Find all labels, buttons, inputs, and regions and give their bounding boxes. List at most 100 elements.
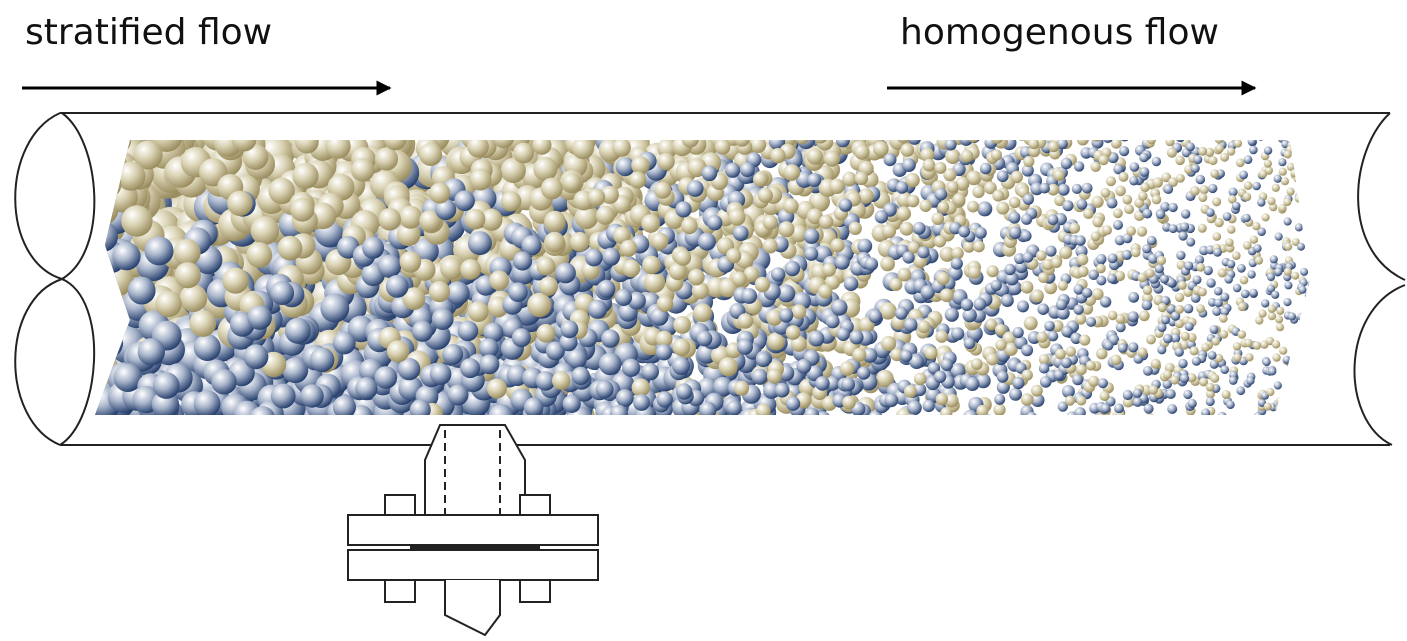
bubble <box>1142 300 1153 311</box>
bubble <box>1210 374 1219 383</box>
bubble <box>399 206 422 229</box>
bubble <box>1229 376 1238 385</box>
bubble <box>976 405 988 417</box>
bubble <box>973 241 985 253</box>
bubble <box>1236 386 1245 395</box>
bubble <box>672 357 690 375</box>
bubble <box>1308 218 1316 226</box>
bubble <box>410 399 431 420</box>
bubble <box>194 334 221 361</box>
bubble <box>1066 346 1076 356</box>
bubble <box>997 371 1009 383</box>
bubble <box>1107 198 1118 209</box>
bubble <box>596 206 615 225</box>
bubble <box>1086 360 1096 370</box>
bubble <box>1232 202 1241 211</box>
bubble <box>1056 299 1067 310</box>
bubble <box>1190 346 1199 355</box>
bubble <box>1300 268 1308 276</box>
bubble <box>1139 153 1149 163</box>
bubble <box>1115 186 1126 197</box>
bubble <box>375 147 398 170</box>
bubble <box>1295 345 1303 353</box>
bubble <box>849 222 862 235</box>
bubble <box>973 298 986 311</box>
bubble <box>1259 310 1267 318</box>
bubble <box>1038 272 1049 283</box>
bubble <box>429 281 450 302</box>
bubble <box>412 321 433 342</box>
bubble <box>121 205 152 236</box>
bubble <box>641 214 660 233</box>
bubble <box>1244 181 1253 190</box>
bubble <box>1083 208 1094 219</box>
bubble <box>1263 358 1271 366</box>
bubble <box>173 239 200 266</box>
bubble <box>968 266 981 279</box>
bubble <box>1301 337 1309 345</box>
bubble <box>1208 351 1217 360</box>
bubble <box>900 222 914 236</box>
bubble <box>987 265 999 277</box>
bubble <box>1238 303 1247 312</box>
bubble <box>1281 177 1289 185</box>
bubble <box>1240 276 1249 285</box>
flange-sensor <box>348 425 598 635</box>
bubble <box>1296 162 1304 170</box>
bubble <box>250 406 276 432</box>
bubble <box>1058 281 1068 291</box>
bubble <box>1180 222 1189 231</box>
bubble <box>807 148 823 164</box>
bubble <box>1279 347 1287 355</box>
bubble <box>620 240 637 257</box>
bubble <box>763 239 778 254</box>
bubble <box>1210 169 1219 178</box>
bubble <box>937 201 949 213</box>
bubble <box>1278 158 1286 166</box>
bubble <box>93 306 123 336</box>
bubble <box>884 153 897 166</box>
bubble <box>725 163 740 178</box>
bubble <box>1245 353 1253 361</box>
bubble <box>738 313 754 329</box>
bubble <box>1309 281 1317 289</box>
bubble <box>80 291 111 322</box>
bubble <box>95 139 125 169</box>
bubble <box>1137 226 1147 236</box>
bubble <box>85 263 113 291</box>
bubble <box>1284 217 1292 225</box>
bubble <box>813 129 828 144</box>
bubble <box>1158 303 1167 312</box>
bubble <box>1257 132 1265 140</box>
label-right: homogenous flow <box>900 12 1219 53</box>
bubble <box>1254 412 1262 420</box>
bubble <box>900 350 912 362</box>
bubble <box>1297 313 1305 321</box>
bubble <box>1272 353 1280 361</box>
bubble <box>1226 400 1235 409</box>
bubble <box>1145 269 1154 278</box>
bubble <box>840 361 855 376</box>
bubble <box>1126 226 1136 236</box>
bubble <box>508 282 528 302</box>
bubble <box>1299 286 1307 294</box>
bubble <box>1169 224 1178 233</box>
bubble <box>1143 366 1153 376</box>
bubble <box>533 157 557 181</box>
bubble <box>784 164 801 181</box>
bubble <box>767 369 782 384</box>
bubble <box>1288 312 1296 320</box>
bubble <box>951 327 964 340</box>
bubble <box>246 242 272 268</box>
bubble <box>1133 397 1143 407</box>
bubble <box>440 257 463 280</box>
bubble <box>1233 353 1241 361</box>
bubble <box>1201 343 1210 352</box>
bubble <box>779 308 793 322</box>
bubble <box>829 179 844 194</box>
bubble <box>1074 407 1085 418</box>
bubble <box>826 314 840 328</box>
bubble <box>958 226 970 238</box>
bubble <box>986 353 998 365</box>
bubble <box>1124 204 1134 214</box>
